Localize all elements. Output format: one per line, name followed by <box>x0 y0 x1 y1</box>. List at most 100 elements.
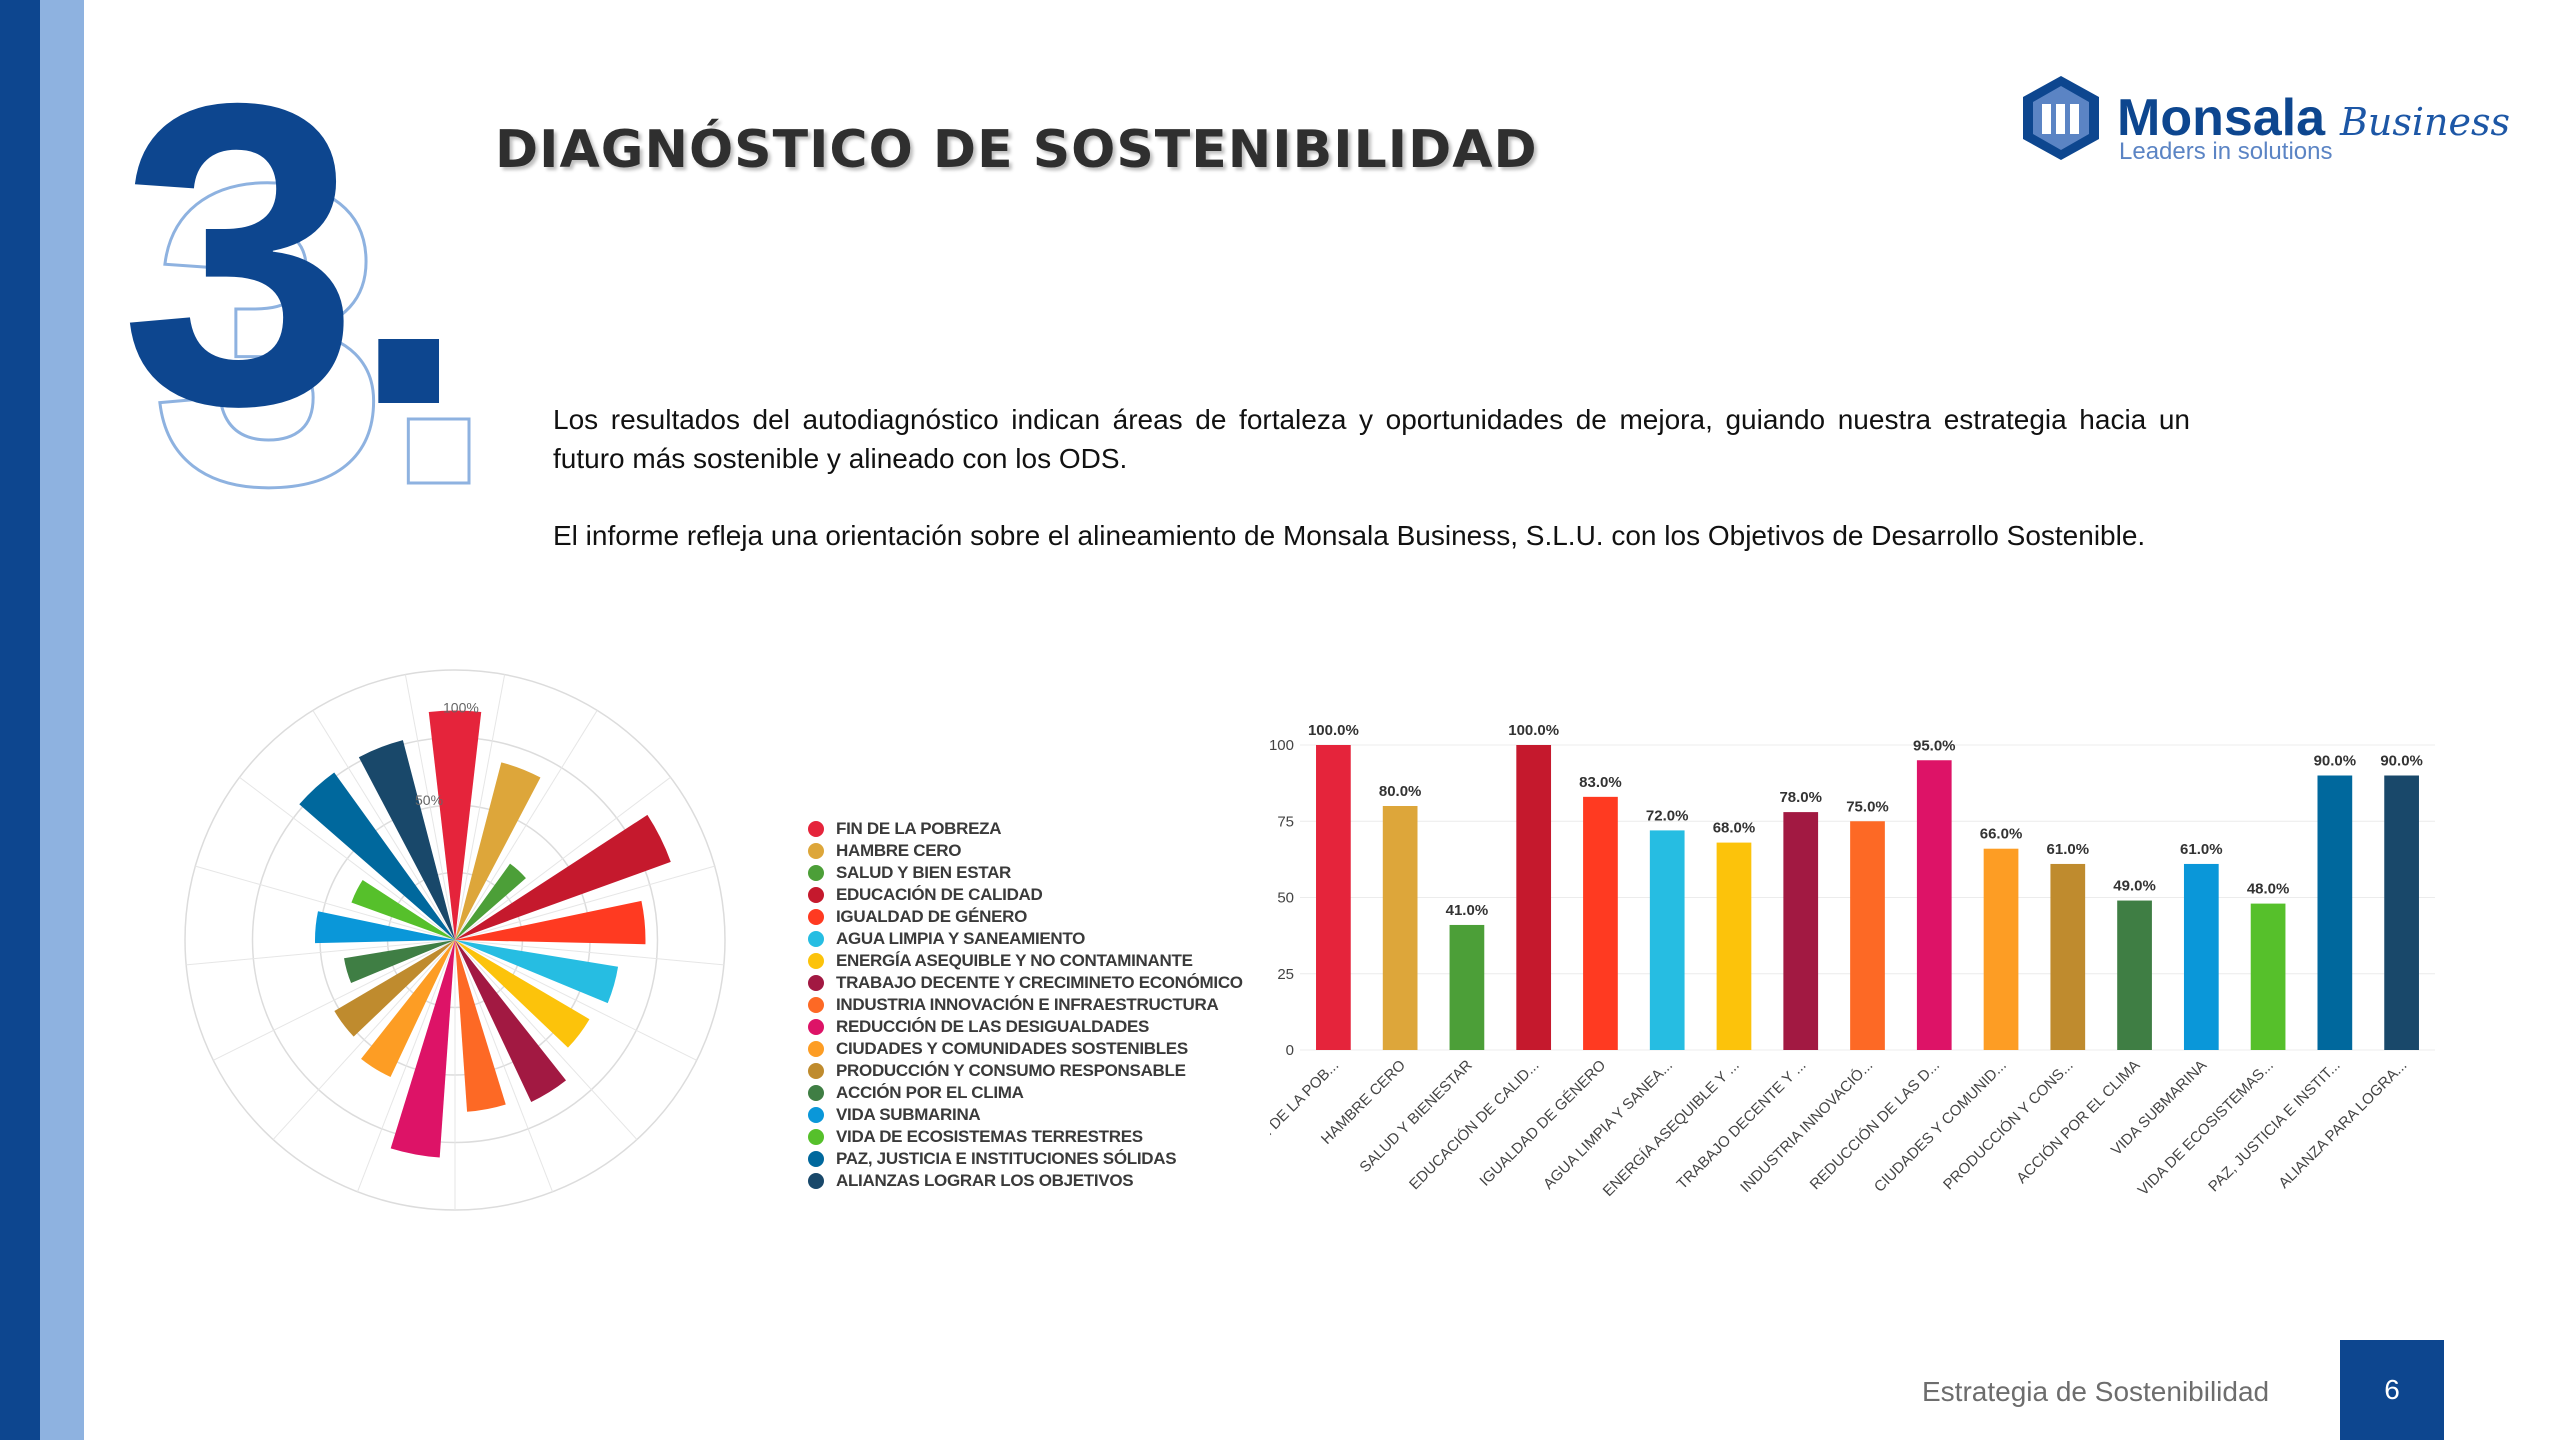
legend-label: ACCIÓN POR EL CLIMA <box>836 1083 1024 1102</box>
report-paragraph: El informe refleja una orientación sobre… <box>553 520 2146 551</box>
legend-label: VIDA SUBMARINA <box>836 1105 981 1124</box>
legend-swatch <box>808 887 824 903</box>
legend-swatch <box>808 1063 824 1079</box>
legend-label: ALIANZAS LOGRAR LOS OBJETIVOS <box>836 1171 1134 1190</box>
legend-item: EDUCACIÓN DE CALIDAD <box>808 884 1268 906</box>
polar-wedge <box>351 879 455 940</box>
y-tick-label: 25 <box>1277 966 1294 983</box>
bar <box>2384 775 2419 1050</box>
bar-data-label: 61.0% <box>2180 841 2223 858</box>
bar <box>2250 903 2286 1050</box>
legend-swatch <box>808 975 824 991</box>
bar-data-label: 75.0% <box>1846 798 1889 815</box>
polar-area-chart: 100% 50% <box>184 669 726 1211</box>
legend-swatch <box>808 909 824 925</box>
polar-spoke <box>454 939 554 1192</box>
legend-label: PRODUCCIÓN Y CONSUMO RESPONSABLE <box>836 1061 1186 1080</box>
polar-wedge <box>455 814 671 940</box>
legend-item: ALIANZAS LOGRAR LOS OBJETIVOS <box>808 1170 1268 1192</box>
x-tick-label: TRABAJO DECENTE Y ... <box>1674 1057 1810 1193</box>
page-title: DIAGNÓSTICO DE SOSTENIBILIDAD <box>495 120 1538 180</box>
bar <box>2183 863 2219 1050</box>
section-number: 3. <box>120 15 469 495</box>
polar-wedge <box>455 863 526 940</box>
bar <box>1449 924 1485 1050</box>
polar-spoke <box>454 865 715 941</box>
section-number-outline: 3. <box>149 95 501 575</box>
polar-spoke <box>272 939 456 1140</box>
polar-spoke <box>239 776 456 941</box>
legend-swatch <box>808 997 824 1013</box>
bar-data-label: 78.0% <box>1779 789 1822 806</box>
polar-spoke <box>186 939 456 966</box>
legend-item: ACCIÓN POR EL CLIMA <box>808 1082 1268 1104</box>
polar-spoke <box>213 939 456 1061</box>
x-tick-label: INDUSTRIA INNOVACIÓ... <box>1737 1057 1876 1196</box>
chart-legend: FIN DE LA POBREZA HAMBRE CERO SALUD Y BIEN… <box>808 818 1268 1192</box>
legend-label: EDUCACIÓN DE CALIDAD <box>836 885 1043 904</box>
x-tick-label: ALIANZA PARA LOGRA... <box>2275 1057 2410 1192</box>
polar-wedge <box>344 940 455 983</box>
legend-item: VIDA DE ECOSISTEMAS TERRESTRES <box>808 1126 1268 1148</box>
y-tick-label: 0 <box>1286 1042 1294 1059</box>
bar <box>1850 821 1885 1050</box>
logo-wordmark: Monsala <box>2117 89 2326 147</box>
legend-item: TRABAJO DECENTE Y CRECIMINETO ECONÓMICO <box>808 972 1268 994</box>
left-accent-bar-light <box>40 0 84 1440</box>
legend-swatch <box>808 1041 824 1057</box>
bar <box>1649 830 1685 1050</box>
bar <box>1716 842 1752 1050</box>
bar-data-label: 41.0% <box>1446 902 1489 919</box>
x-tick-label: AGUA LIMPIA Y SANEA... <box>1540 1057 1676 1193</box>
polar-tick-label: 100% <box>443 700 479 716</box>
polar-wedge <box>455 940 590 1048</box>
legend-label: CIUDADES Y COMUNIDADES SOSTENIBLES <box>836 1039 1188 1058</box>
polar-spoke <box>404 674 456 941</box>
legend-label: VIDA DE ECOSISTEMAS TERRESTRES <box>836 1127 1143 1146</box>
legend-swatch <box>808 1151 824 1167</box>
bar-data-label: 83.0% <box>1579 774 1622 791</box>
logo-tagline: Leaders in solutions <box>2119 138 2333 165</box>
legend-label: AGUA LIMPIA Y SANEAMIENTO <box>836 929 1086 948</box>
company-logo: Monsala Business Leaders in solutions <box>2015 70 2510 170</box>
bar-data-label: 48.0% <box>2247 881 2290 898</box>
x-tick-label: VIDA DE ECOSISTEMAS... <box>2135 1057 2277 1199</box>
legend-swatch <box>808 931 824 947</box>
polar-spoke <box>454 674 506 941</box>
bar <box>2117 900 2152 1050</box>
bar-data-label: 49.0% <box>2113 878 2156 895</box>
legend-label: REDUCCIÓN DE LAS DESIGUALDADES <box>836 1017 1150 1036</box>
x-tick-label: PAZ, JUSTICIA E INSTIT... <box>2205 1057 2344 1196</box>
legend-item: AGUA LIMPIA Y SANEAMIENTO <box>808 928 1268 950</box>
legend-label: ENERGÍA ASEQUIBLE Y NO CONTAMINANTE <box>836 951 1193 970</box>
legend-swatch <box>808 1173 824 1189</box>
polar-wedge <box>455 900 646 945</box>
legend-item: FIN DE LA POBREZA <box>808 818 1268 840</box>
x-tick-label: PRODUCCIÓN Y CONS... <box>1940 1057 2077 1194</box>
legend-item: PAZ, JUSTICIA E INSTITUCIONES SÓLIDAS <box>808 1148 1268 1170</box>
bar <box>2050 863 2086 1050</box>
legend-label: HAMBRE CERO <box>836 841 962 860</box>
polar-wedge <box>315 911 455 944</box>
logo-hexagon-icon <box>2023 76 2099 160</box>
legend-label: SALUD Y BIEN ESTAR <box>836 863 1012 882</box>
y-tick-label: 50 <box>1277 890 1294 907</box>
polar-spoke <box>454 710 598 941</box>
x-tick-label: REDUCCIÓN DE LAS D... <box>1807 1057 1943 1193</box>
polar-wedge <box>455 940 567 1102</box>
bar-data-label: 100.0% <box>1308 722 1359 739</box>
bar <box>1583 796 1618 1050</box>
legend-item: HAMBRE CERO <box>808 840 1268 862</box>
x-tick-label: ENERGÍA ASEQUIBLE Y ... <box>1600 1057 1743 1200</box>
legend-item: INDUSTRIA INNOVACIÓN E INFRAESTRUCTURA <box>808 994 1268 1016</box>
polar-wedge <box>358 740 455 940</box>
bar-data-label: 100.0% <box>1508 722 1559 739</box>
left-accent-bar-dark <box>0 0 40 1440</box>
polar-spoke <box>195 865 456 941</box>
y-tick-label: 75 <box>1277 813 1294 830</box>
x-tick-label: IGUALDAD DE GÉNERO <box>1476 1057 1609 1190</box>
bar-data-label: 72.0% <box>1646 807 1689 824</box>
bar <box>1316 745 1351 1050</box>
polar-wedge <box>455 762 541 940</box>
polar-wedge <box>299 772 455 940</box>
